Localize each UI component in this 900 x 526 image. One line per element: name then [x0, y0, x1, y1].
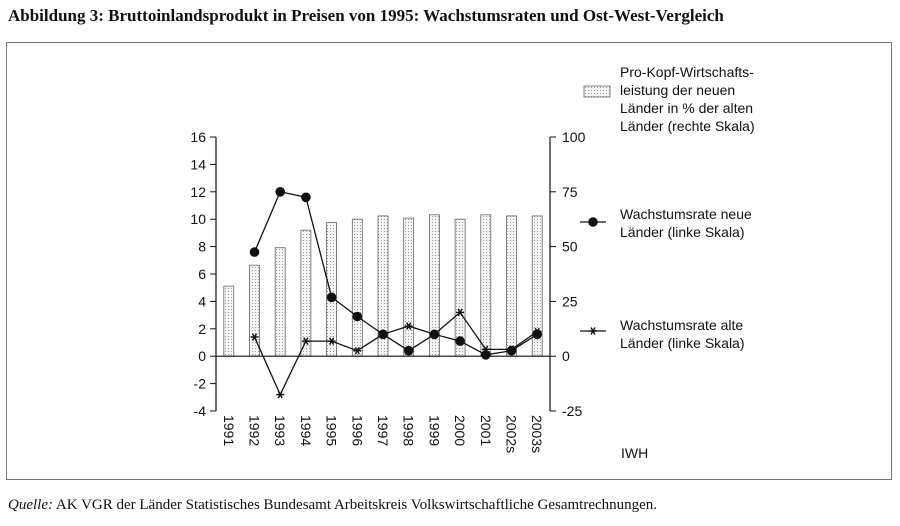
- point-neue-1994: [301, 192, 311, 203]
- left-tick-label: -4: [194, 403, 207, 419]
- point-neue-1996: [352, 311, 363, 322]
- category-label-2001: 2001: [478, 415, 494, 446]
- bar-2002s: [506, 215, 517, 357]
- point-alte-2000: [456, 308, 465, 317]
- category-label-2000: 2000: [452, 415, 468, 446]
- left-tick-label: 0: [198, 348, 206, 364]
- left-tick-label: 16: [190, 129, 206, 145]
- left-tick-label: 14: [190, 156, 206, 172]
- source-label: Quelle:: [8, 497, 53, 513]
- point-alte-1999: [430, 330, 439, 339]
- category-label-1999: 1999: [426, 415, 442, 446]
- bar-1993: [274, 247, 286, 357]
- bar-1994: [300, 229, 312, 357]
- right-tick-label: 100: [562, 129, 586, 145]
- bar-2001: [480, 214, 492, 357]
- category-label-1993: 1993: [272, 415, 288, 446]
- point-alte-1996: [353, 346, 362, 355]
- category-label-1995: 1995: [324, 415, 340, 446]
- point-alte-2003s: [533, 327, 542, 336]
- left-tick-label: 10: [190, 211, 206, 227]
- source-note: Quelle: AK VGR der Länder Statistisches …: [8, 497, 657, 514]
- right-tick-label: 25: [562, 293, 578, 309]
- bar-1992: [249, 264, 260, 357]
- legend-label-neue-laender: Wachstumsrate neue Länder (linke Skala): [620, 206, 752, 240]
- source-text: AK VGR der Länder Statistisches Bundesam…: [55, 497, 658, 513]
- credit-iwh: IWH: [621, 445, 649, 461]
- chart-frame: [6, 42, 892, 480]
- legend-swatch-bars: [583, 85, 611, 98]
- left-tick-label: 12: [190, 184, 206, 200]
- figure-title: Abbildung 3: Bruttoinlandsprodukt in Pre…: [8, 6, 724, 25]
- point-alte-2002s: [507, 345, 516, 354]
- right-tick-label: 50: [562, 239, 578, 255]
- left-tick-label: 8: [198, 239, 206, 255]
- right-tick-label: -25: [562, 403, 582, 419]
- point-alte-1993: [276, 390, 285, 399]
- point-alte-1998: [404, 322, 413, 330]
- left-tick-label: 4: [198, 293, 206, 309]
- category-label-2002s: 2002s: [503, 415, 519, 453]
- point-neue-1993: [275, 187, 286, 197]
- point-neue-1992: [249, 247, 260, 257]
- point-alte-1997: [379, 330, 387, 339]
- legend-label-alte-laender: Wachstumsrate alte Länder (linke Skala): [620, 317, 745, 351]
- bar-2000: [454, 218, 466, 357]
- right-tick-label: 75: [562, 184, 578, 200]
- series-line-alte-laender: [253, 311, 538, 397]
- right-tick-label: 0: [562, 348, 570, 364]
- bar-1996: [351, 218, 363, 357]
- legend-label-bars: Pro-Kopf-Wirtschafts- leistung der neuen…: [620, 64, 755, 134]
- category-label-1996: 1996: [349, 415, 365, 446]
- bar-1998: [403, 217, 415, 357]
- point-alte-2001: [481, 345, 490, 354]
- legend-marker-neue-laender: [588, 217, 598, 227]
- point-alte-1992: [250, 333, 259, 341]
- bar-1995: [326, 222, 338, 357]
- category-label-1991: 1991: [221, 415, 237, 446]
- category-label-2003s: 2003s: [529, 415, 545, 453]
- point-alte-1995: [327, 337, 336, 345]
- category-label-1992: 1992: [247, 415, 263, 446]
- point-neue-1995: [326, 292, 337, 303]
- category-label-1994: 1994: [298, 415, 314, 446]
- category-label-1998: 1998: [401, 415, 417, 446]
- point-neue-2001: [481, 350, 491, 360]
- point-alte-1994: [301, 337, 310, 345]
- point-neue-2000: [455, 336, 465, 346]
- category-label-1997: 1997: [375, 415, 391, 446]
- point-neue-1998: [403, 345, 414, 356]
- legend-marker-alte-laender: [589, 327, 597, 335]
- left-tick-label: 6: [198, 266, 206, 282]
- bar-1991: [223, 285, 235, 357]
- left-tick-label: -2: [194, 376, 207, 392]
- left-tick-label: 2: [198, 321, 206, 337]
